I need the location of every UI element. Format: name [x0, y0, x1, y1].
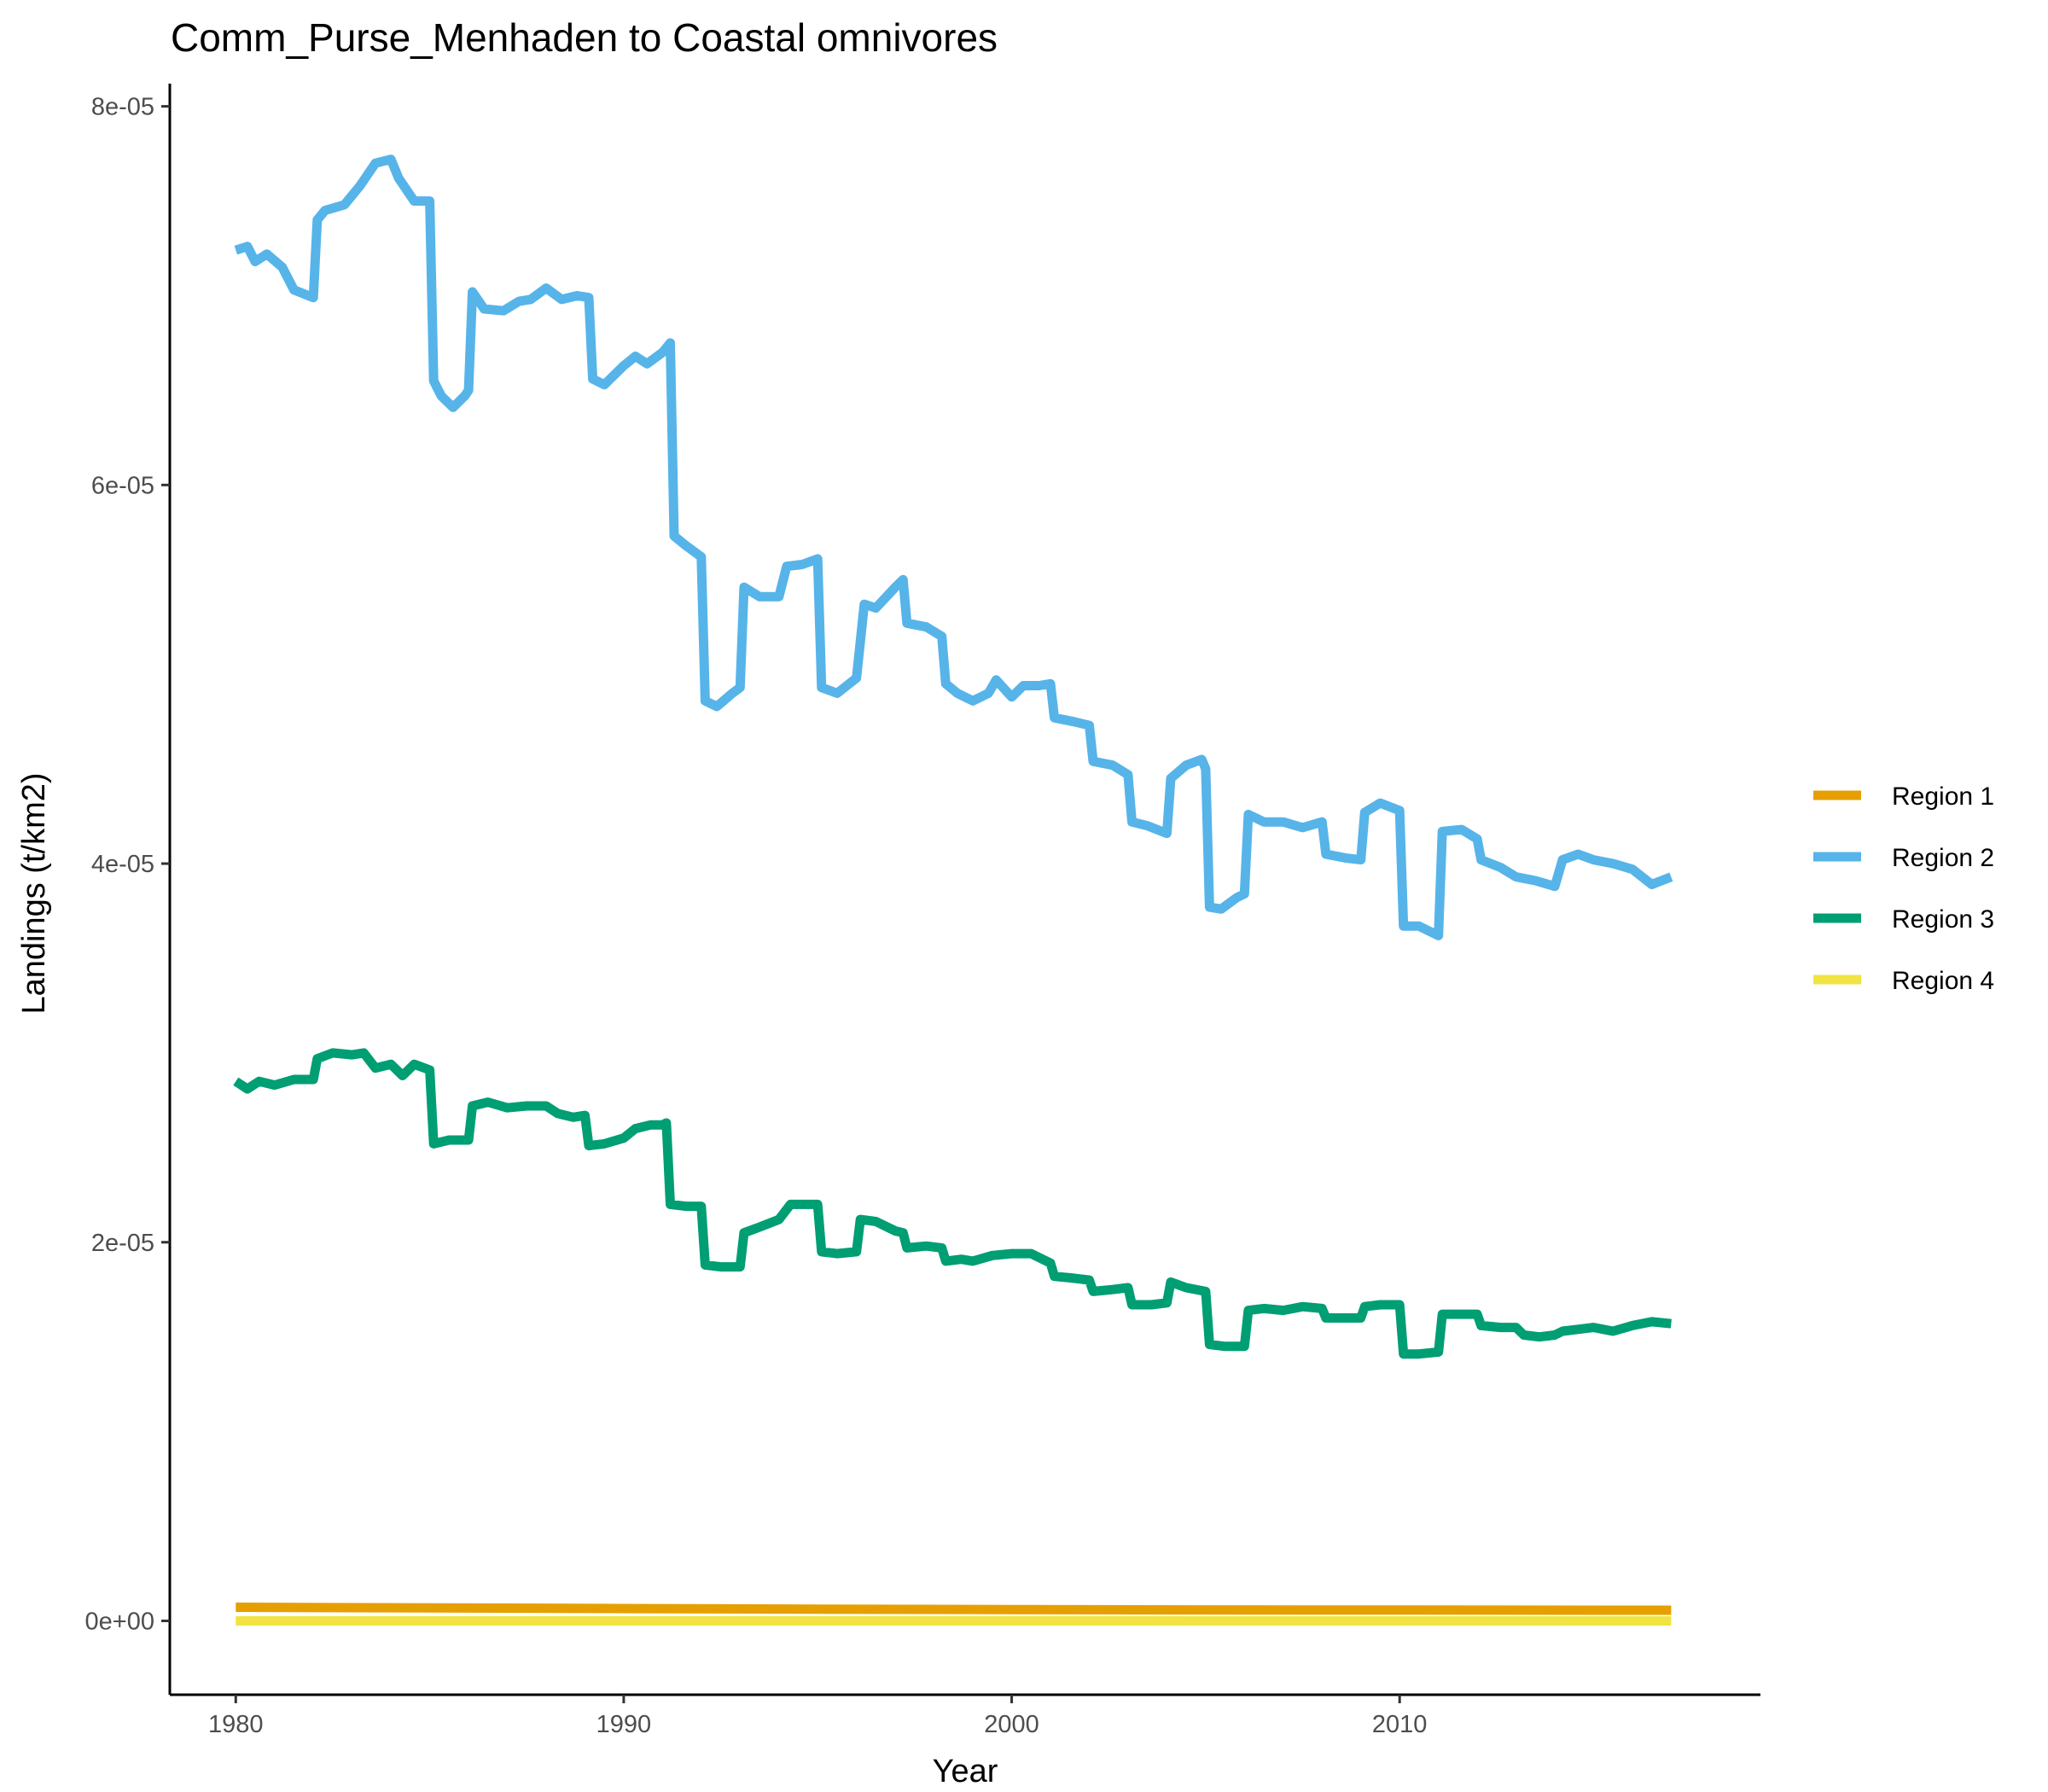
series-line-region-3: [233, 1048, 1672, 1359]
y-axis-ticks: 0e+00 2e-05 4e-05 6e-05 8e-05: [85, 94, 170, 1635]
x-tick-label: 2000: [984, 1711, 1039, 1738]
y-axis-title: Landings (t/km2): [16, 772, 52, 1014]
y-tick-label: 0e+00: [85, 1608, 154, 1635]
legend-label: Region 3: [1892, 905, 1994, 934]
y-tick-label: 2e-05: [91, 1230, 154, 1257]
series-line-region-2: [234, 154, 1673, 940]
legend-item: Region 2: [1813, 844, 1994, 872]
series-lines: [233, 154, 1673, 1626]
y-tick-label: 4e-05: [91, 851, 154, 878]
x-axis-ticks: 1980 1990 2000 2010: [208, 1695, 1427, 1738]
y-tick-label: 8e-05: [91, 94, 154, 121]
legend-item: Region 3: [1813, 905, 1994, 934]
legend-label: Region 1: [1892, 783, 1994, 811]
series-line-region-1: [236, 1603, 1672, 1615]
legend-item: Region 1: [1813, 783, 1994, 811]
x-tick-label: 1980: [208, 1711, 264, 1738]
legend-item: Region 4: [1813, 967, 1994, 995]
x-tick-label: 2010: [1372, 1711, 1428, 1738]
legend-label: Region 2: [1892, 844, 1994, 872]
legend: Region 1 Region 2 Region 3 Region 4: [1813, 783, 1994, 995]
y-tick-label: 6e-05: [91, 472, 154, 499]
legend-label: Region 4: [1892, 967, 1994, 995]
x-tick-label: 1990: [596, 1711, 652, 1738]
chart-title: Comm_Purse_Menhaden to Coastal omnivores: [171, 15, 998, 60]
x-axis-title: Year: [933, 1754, 998, 1789]
